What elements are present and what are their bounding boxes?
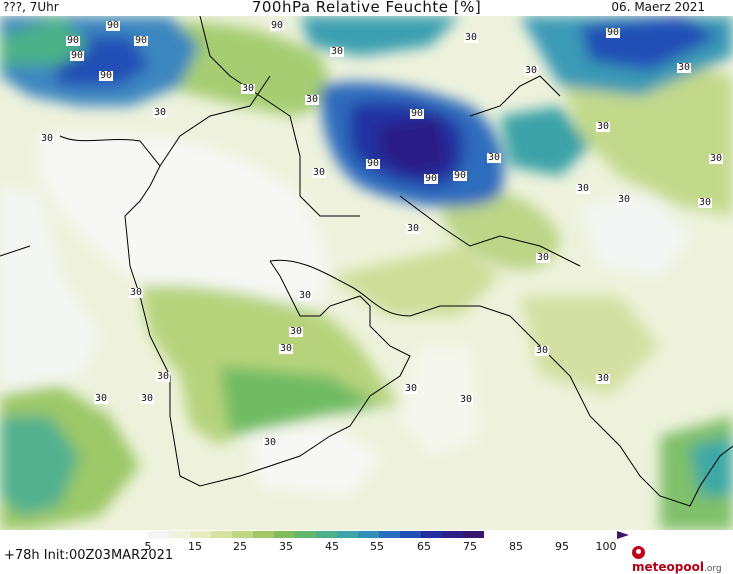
contour-label: 30 bbox=[263, 437, 278, 448]
colorbar-segment bbox=[379, 531, 400, 538]
map-footer: 5 15 25 35 45 55 65 75 85 95 100 +78h Init:00Z03MA… bbox=[0, 530, 733, 574]
contour-label: 90 bbox=[66, 35, 81, 46]
contour-label: 30 bbox=[330, 46, 345, 57]
colorbar-segment bbox=[127, 531, 148, 538]
brand-name: meteopool bbox=[632, 560, 704, 574]
contour-label: 30 bbox=[406, 223, 421, 234]
contour-label: 30 bbox=[140, 393, 155, 404]
contour-label: 30 bbox=[617, 194, 632, 205]
contour-label: 30 bbox=[596, 121, 611, 132]
coastlines bbox=[0, 16, 733, 507]
contour-label: 90 bbox=[606, 27, 621, 38]
contour-label: 30 bbox=[698, 197, 713, 208]
colorbar-tick-label: 15 bbox=[188, 540, 202, 553]
contour-label: 30 bbox=[153, 107, 168, 118]
map-title: 700hPa Relative Feuchte [%] bbox=[251, 0, 482, 16]
contour-label: 30 bbox=[709, 153, 724, 164]
colorbar-segment bbox=[169, 531, 190, 538]
contour-label: 30 bbox=[536, 252, 551, 263]
colorbar-segment bbox=[232, 531, 253, 538]
colorbar-segment bbox=[211, 531, 232, 538]
contour-label: 30 bbox=[312, 167, 327, 178]
colorbar-segment bbox=[442, 531, 463, 538]
contour-label: 30 bbox=[576, 183, 591, 194]
colorbar-tick-label: 25 bbox=[233, 540, 247, 553]
colorbar-segment bbox=[274, 531, 295, 538]
colorbar-tick-label: 35 bbox=[279, 540, 293, 553]
valid-date: 06. Maerz 2021 bbox=[611, 0, 705, 14]
contour-label: 30 bbox=[459, 394, 474, 405]
colorbar-segment bbox=[463, 531, 484, 538]
contour-label: 30 bbox=[487, 152, 502, 163]
contour-label: 30 bbox=[464, 32, 479, 43]
contour-label: 30 bbox=[40, 133, 55, 144]
contour-label: 30 bbox=[298, 290, 313, 301]
map-header: ???, 7Uhr 700hPa Relative Feuchte [%] 06… bbox=[0, 0, 733, 16]
contour-label: 90 bbox=[106, 20, 121, 31]
colorbar-segment bbox=[148, 531, 169, 538]
contour-label: 30 bbox=[524, 65, 539, 76]
contour-label: 30 bbox=[129, 287, 144, 298]
colorbar-segment bbox=[337, 531, 358, 538]
colorbar-tick-label: 75 bbox=[463, 540, 477, 553]
colorbar-segment bbox=[316, 531, 337, 538]
contour-label: 30 bbox=[94, 393, 109, 404]
colorbar-tick-label: 95 bbox=[555, 540, 569, 553]
contour-label: 30 bbox=[156, 371, 171, 382]
colorbar-segment bbox=[190, 531, 211, 538]
colorbar-segment bbox=[400, 531, 421, 538]
contour-label: 30 bbox=[305, 94, 320, 105]
contour-label: 90 bbox=[424, 173, 439, 184]
colorbar-segment bbox=[295, 531, 316, 538]
brand-logo[interactable]: meteopool.org bbox=[632, 546, 733, 574]
humidity-field bbox=[0, 16, 733, 530]
meteopool-logo-icon bbox=[632, 546, 645, 559]
contour-label: 30 bbox=[241, 83, 256, 94]
colorbar-tick-label: 65 bbox=[417, 540, 431, 553]
contour-label: 30 bbox=[677, 62, 692, 73]
contour-label: 30 bbox=[404, 383, 419, 394]
colorbar-tick-label: 45 bbox=[325, 540, 339, 553]
colorbar-tick-label: 85 bbox=[509, 540, 523, 553]
contour-label: 30 bbox=[279, 343, 294, 354]
valid-time-label: ???, 7Uhr bbox=[3, 0, 59, 14]
colorbar bbox=[127, 531, 484, 538]
colorbar-segment bbox=[421, 531, 442, 538]
contour-label: 30 bbox=[535, 345, 550, 356]
contour-label: 90 bbox=[453, 170, 468, 181]
init-time: +78h Init:00Z03MAR2021 bbox=[4, 548, 174, 563]
contour-label: 30 bbox=[596, 373, 611, 384]
colorbar-tick-label: 55 bbox=[370, 540, 384, 553]
colorbar-segment bbox=[358, 531, 379, 538]
contour-label: 90 bbox=[270, 20, 285, 31]
contour-label: 30 bbox=[289, 326, 304, 337]
contour-label: 90 bbox=[410, 108, 425, 119]
colorbar-tick-label: 5 bbox=[144, 540, 152, 553]
colorbar-tick-label: 100 bbox=[595, 540, 617, 553]
humidity-map: 90 90 90 90 90 90 90 90 90 90 90 30 30 30 30 30 30 30 30 30… bbox=[0, 16, 733, 530]
contour-label: 90 bbox=[99, 70, 114, 81]
contour-label: 90 bbox=[134, 35, 149, 46]
contour-label: 90 bbox=[70, 50, 85, 61]
colorbar-arrow bbox=[617, 531, 629, 539]
colorbar-segment bbox=[253, 531, 274, 538]
contour-label: 90 bbox=[366, 158, 381, 169]
